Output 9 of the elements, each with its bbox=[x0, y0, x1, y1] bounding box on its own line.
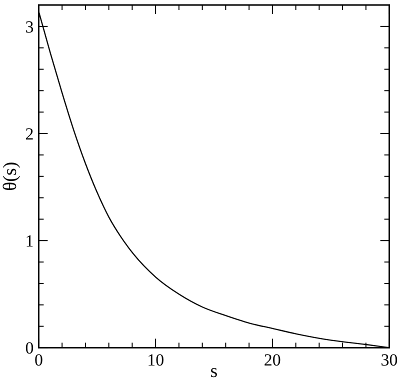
x-tick-label: 20 bbox=[264, 350, 281, 370]
x-tick-label: 30 bbox=[380, 350, 398, 370]
y-axis-title: θ(s) bbox=[0, 162, 21, 191]
y-tick-label: 0 bbox=[25, 338, 34, 358]
x-axis-title: s bbox=[210, 361, 218, 382]
y-tick-label: 1 bbox=[25, 232, 34, 251]
x-tick-label: 10 bbox=[147, 350, 164, 370]
y-tick-label: 3 bbox=[25, 17, 34, 36]
y-tick-label: 2 bbox=[25, 124, 34, 144]
